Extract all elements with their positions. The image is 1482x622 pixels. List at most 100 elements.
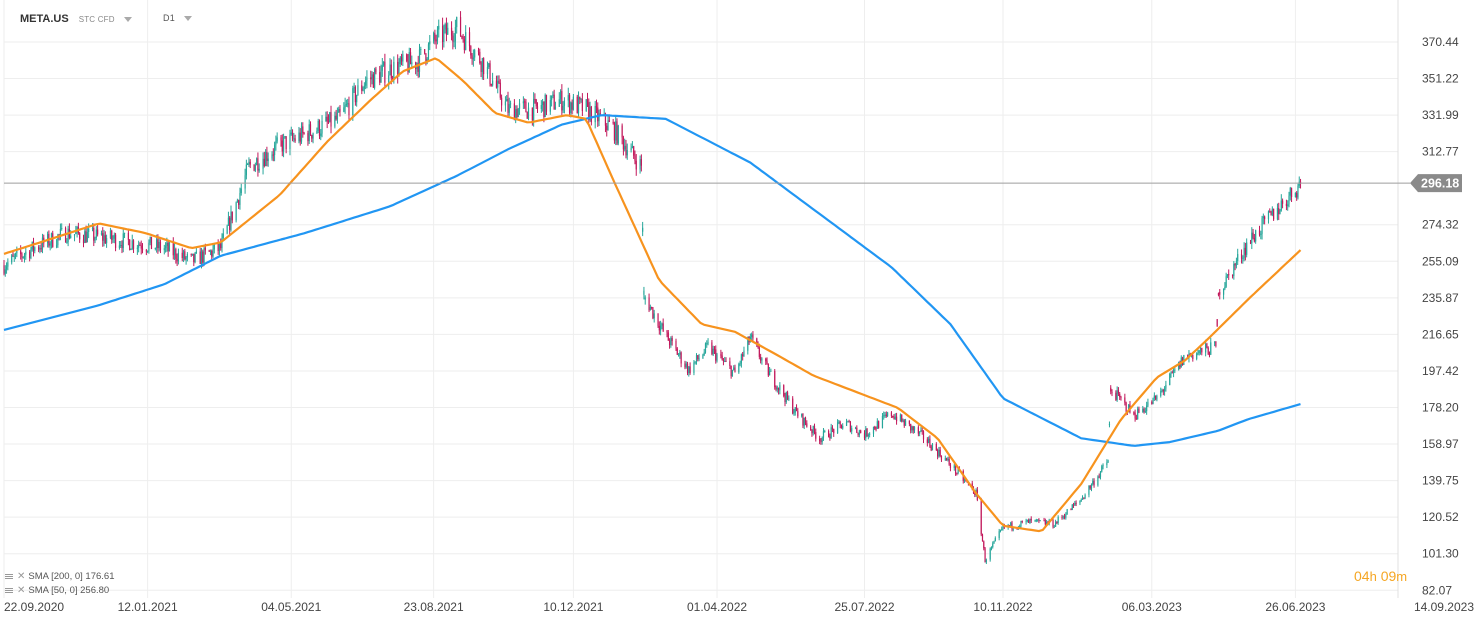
candle-body bbox=[738, 363, 740, 373]
candle-body bbox=[666, 330, 668, 333]
candle-body bbox=[911, 426, 913, 431]
candle bbox=[652, 307, 654, 320]
candle bbox=[785, 391, 787, 404]
candle bbox=[1170, 371, 1172, 378]
candle-body bbox=[244, 175, 246, 189]
candle bbox=[621, 123, 623, 145]
candle-body bbox=[1251, 232, 1253, 244]
candle bbox=[365, 76, 367, 90]
candle bbox=[756, 337, 758, 348]
candle-body bbox=[878, 421, 880, 428]
candle bbox=[1299, 178, 1302, 189]
candle-body bbox=[652, 307, 654, 319]
candle bbox=[1271, 206, 1273, 217]
candle-body bbox=[370, 77, 372, 80]
candle-body bbox=[497, 80, 499, 88]
candle bbox=[904, 418, 907, 426]
close-icon[interactable]: ✕ bbox=[17, 585, 26, 596]
candle-body bbox=[338, 108, 340, 113]
candle bbox=[481, 57, 483, 80]
symbol-selector[interactable]: META.US STC CFD bbox=[20, 13, 132, 25]
candle bbox=[998, 528, 1000, 541]
candle-body bbox=[1260, 233, 1262, 235]
candle bbox=[459, 11, 462, 37]
candle bbox=[895, 412, 898, 425]
candle-body bbox=[336, 112, 339, 120]
candle bbox=[856, 425, 858, 434]
candle-body bbox=[786, 392, 789, 400]
candle bbox=[707, 338, 709, 346]
candle bbox=[948, 455, 950, 466]
candle bbox=[931, 443, 934, 451]
y-tick-label: 331.99 bbox=[1422, 108, 1459, 122]
timeframe-selector[interactable]: D1 bbox=[163, 13, 192, 23]
candle bbox=[713, 346, 716, 355]
candle bbox=[435, 34, 437, 49]
candle-body bbox=[639, 159, 641, 170]
candle bbox=[1029, 518, 1031, 525]
candle-body bbox=[109, 230, 112, 239]
candle bbox=[41, 233, 44, 254]
candle-body bbox=[1056, 521, 1058, 523]
candle bbox=[695, 353, 698, 365]
candle bbox=[445, 17, 448, 42]
candle-body bbox=[518, 103, 521, 109]
candle-body bbox=[902, 420, 904, 422]
candle bbox=[581, 93, 583, 116]
candle bbox=[689, 362, 691, 375]
candle bbox=[127, 228, 129, 246]
close-icon[interactable]: ✕ bbox=[17, 571, 26, 582]
candle-body bbox=[202, 251, 204, 263]
legend-item-sma50[interactable]: ✕ SMA [50, 0] 256.80 bbox=[5, 585, 109, 596]
candle-body bbox=[863, 433, 866, 439]
candle-body bbox=[775, 387, 777, 390]
candle bbox=[372, 72, 374, 88]
candle bbox=[671, 335, 673, 346]
candle-body bbox=[624, 145, 626, 150]
legend-item-sma200[interactable]: ✕ SMA [200, 0] 176.61 bbox=[5, 571, 114, 582]
candle-body bbox=[1146, 405, 1148, 412]
candle-body bbox=[849, 421, 852, 432]
candle bbox=[1081, 495, 1084, 500]
candle bbox=[433, 31, 435, 44]
candle-body bbox=[604, 113, 607, 126]
candle bbox=[366, 70, 368, 89]
candle-body bbox=[1264, 216, 1266, 220]
candle-body bbox=[327, 121, 330, 123]
candle-body bbox=[522, 101, 524, 104]
candle bbox=[244, 168, 246, 194]
candle bbox=[326, 111, 328, 129]
candle-body bbox=[648, 297, 650, 311]
settings-icon[interactable] bbox=[5, 573, 14, 581]
candle-body bbox=[1219, 292, 1221, 295]
candle bbox=[311, 134, 313, 143]
candle bbox=[280, 135, 282, 147]
candle-body bbox=[839, 421, 841, 425]
candle-body bbox=[670, 338, 672, 346]
candle bbox=[561, 84, 563, 116]
candle-body bbox=[311, 135, 313, 139]
candle-body bbox=[229, 217, 231, 230]
y-tick-label: 216.65 bbox=[1422, 327, 1459, 341]
candle bbox=[167, 239, 169, 257]
candle-body bbox=[317, 120, 319, 131]
candle-body bbox=[994, 538, 996, 542]
candle bbox=[1216, 319, 1218, 327]
candle-body bbox=[830, 427, 832, 438]
candle-body bbox=[631, 146, 633, 149]
settings-icon[interactable] bbox=[5, 587, 14, 595]
candle bbox=[1264, 215, 1266, 225]
candle-body bbox=[1290, 187, 1293, 197]
candle-body bbox=[257, 158, 259, 171]
candle bbox=[881, 412, 884, 429]
candle-body bbox=[948, 458, 950, 465]
candle-body bbox=[498, 80, 500, 83]
candle bbox=[436, 26, 439, 45]
candle bbox=[191, 253, 194, 256]
candle-body bbox=[810, 426, 812, 431]
candle bbox=[453, 33, 455, 48]
candle-body bbox=[480, 63, 482, 72]
candle bbox=[612, 118, 614, 125]
candle bbox=[634, 150, 636, 165]
